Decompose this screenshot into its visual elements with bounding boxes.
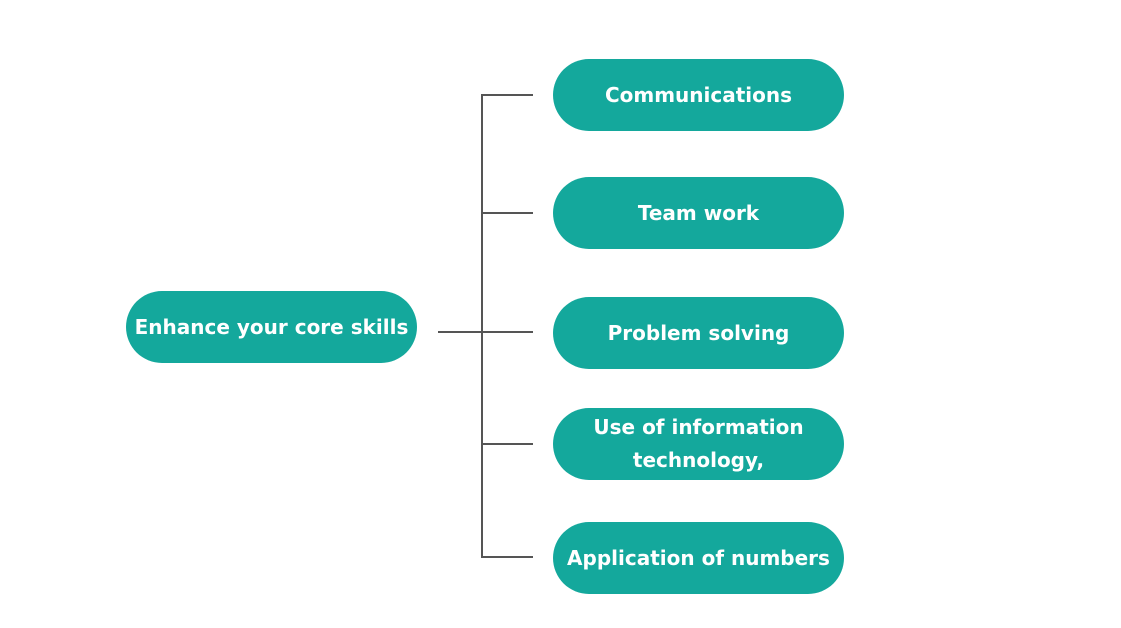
skill-node-label: Team work — [637, 200, 760, 225]
skill-node-label: Application of numbers — [567, 545, 830, 570]
skill-node-information-technology: Use of information technology, — [553, 408, 844, 480]
root-node-label: Enhance your core skills — [134, 314, 409, 339]
skill-node-label: Use of information technology, — [593, 415, 804, 472]
root-connector — [438, 331, 481, 333]
trunk-connector — [481, 94, 483, 557]
skill-node-communications: Communications — [553, 59, 844, 131]
branch-connector-2 — [481, 212, 533, 214]
branch-connector-4 — [481, 443, 533, 445]
skill-node-label: Communications — [604, 82, 793, 107]
skill-node-team-work: Team work — [553, 177, 844, 249]
skill-node-label: Problem solving — [607, 320, 790, 345]
branch-connector-5 — [481, 556, 533, 558]
skill-node-application-of-numbers: Application of numbers — [553, 522, 844, 594]
branch-connector-1 — [481, 94, 533, 96]
root-node: Enhance your core skills — [126, 291, 417, 363]
skill-node-problem-solving: Problem solving — [553, 297, 844, 369]
branch-connector-3 — [481, 331, 533, 333]
